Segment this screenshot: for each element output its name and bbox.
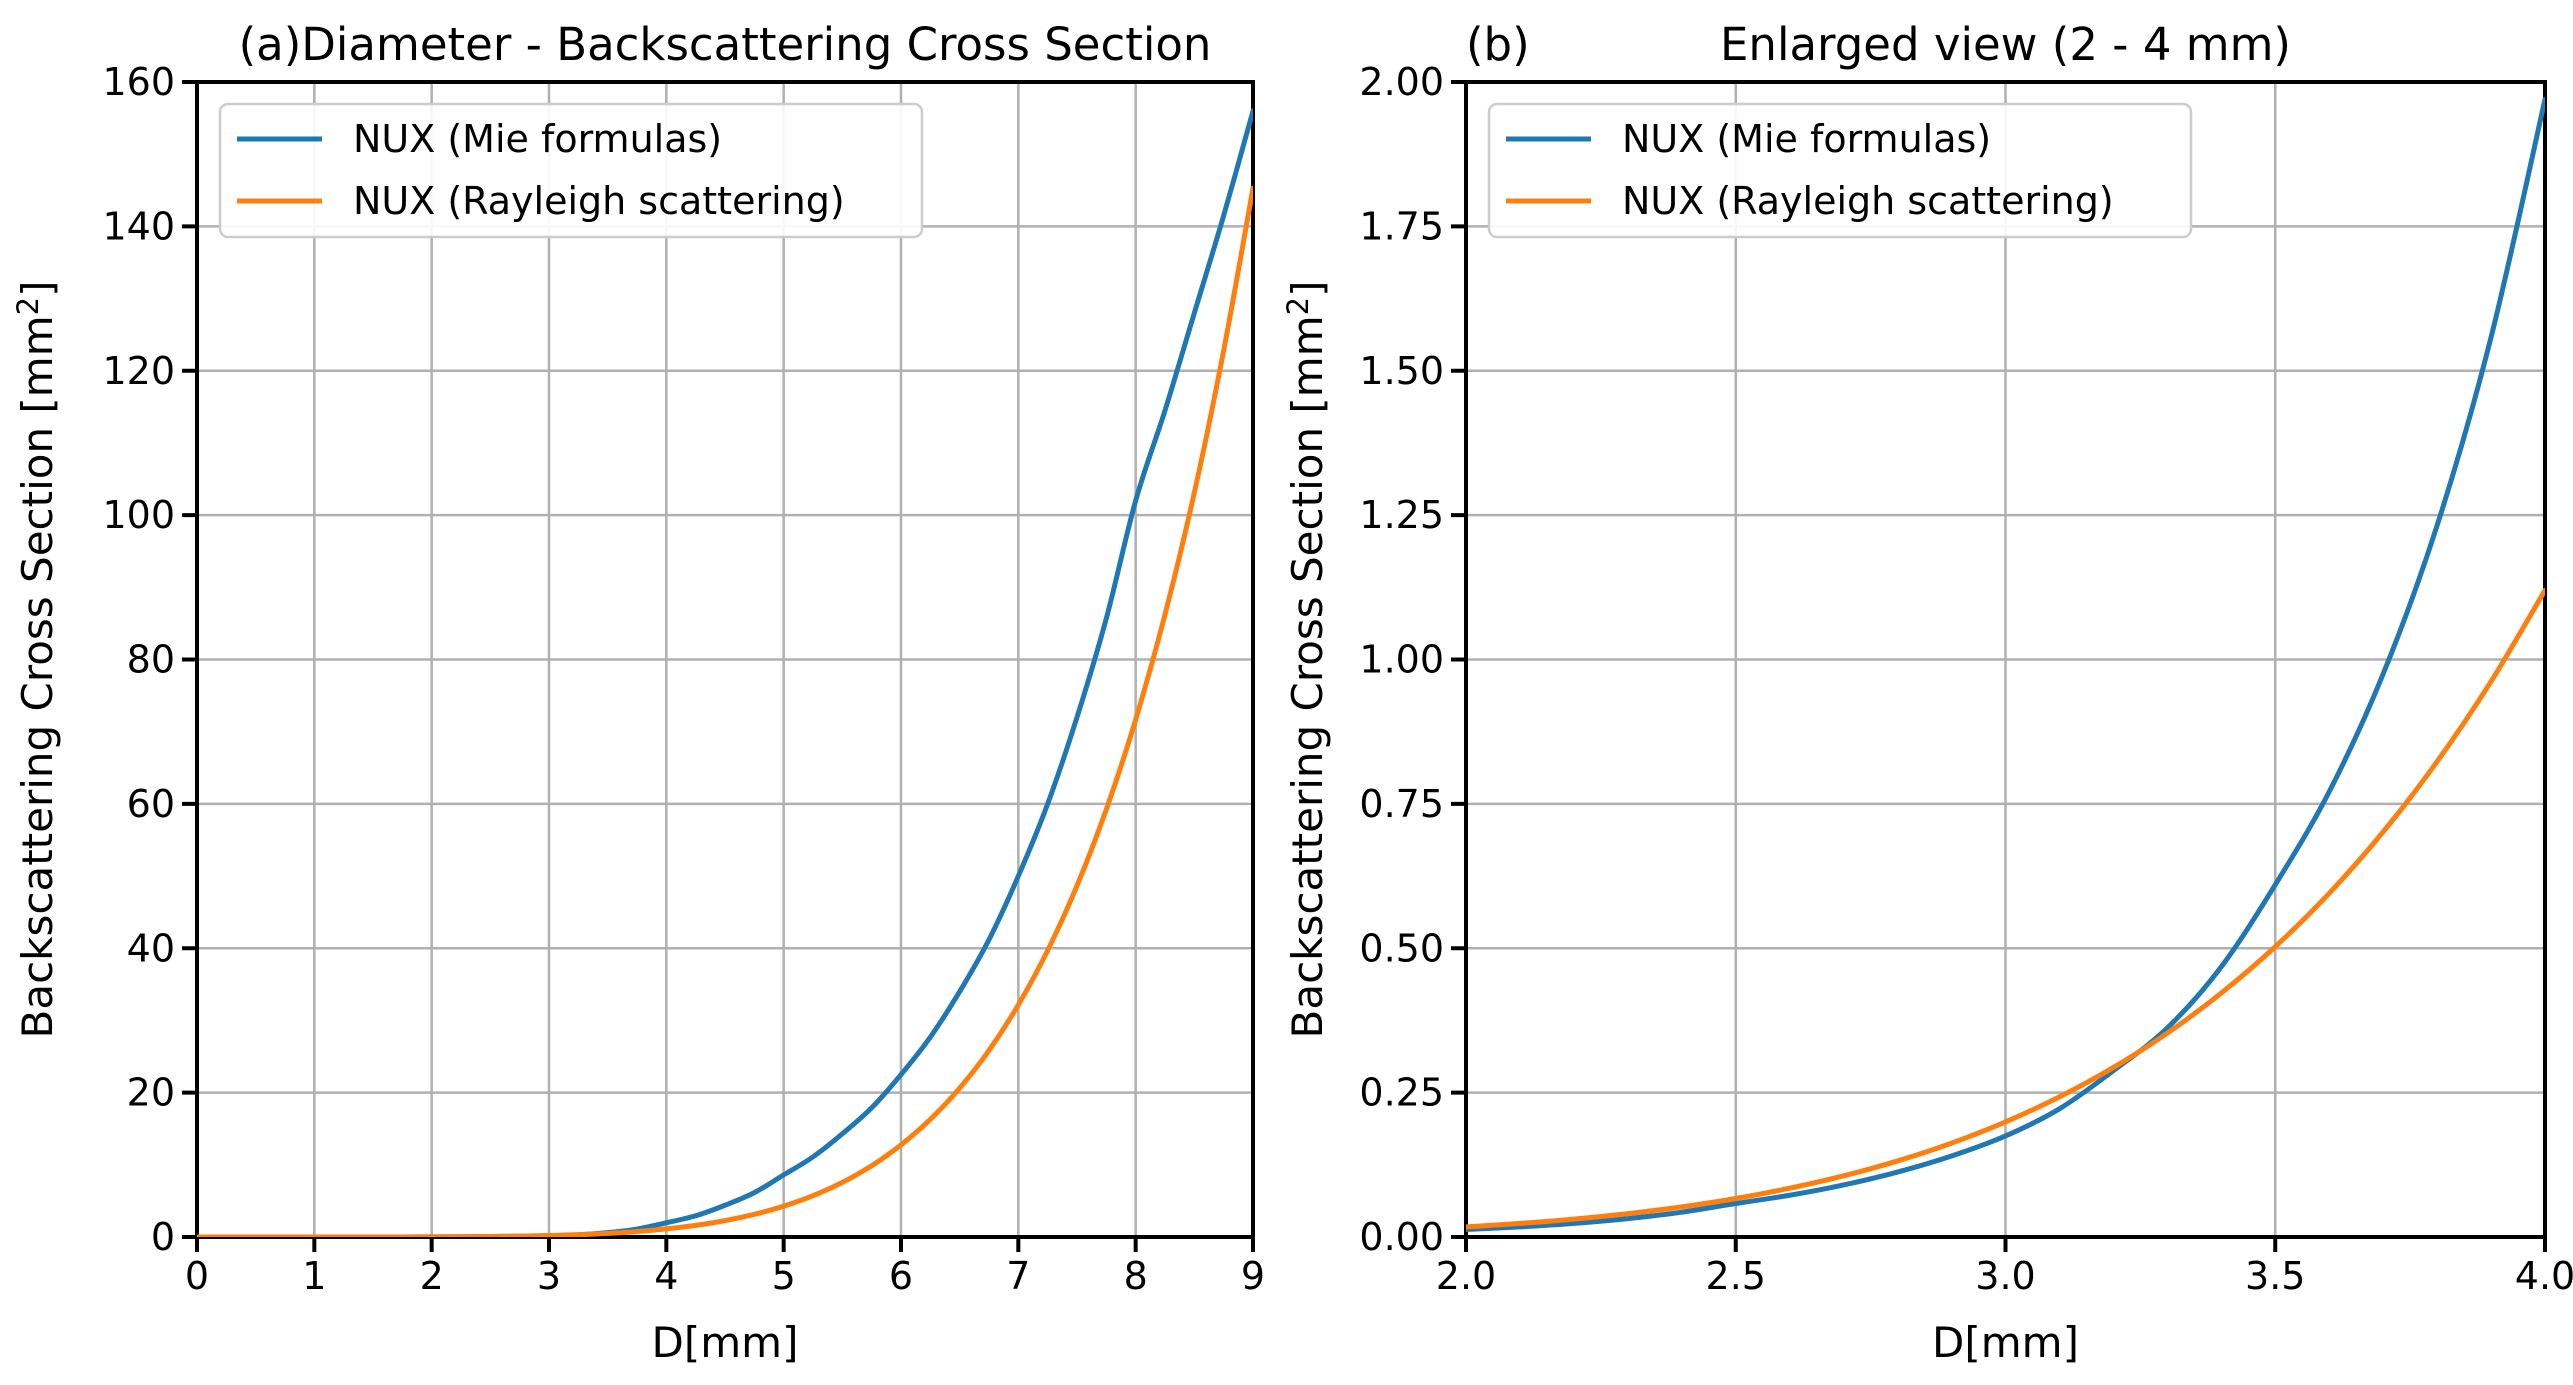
legend: NUX (Mie formulas) NUX (Rayleigh scatteri… [218,102,924,239]
chart-panel-b: 2.0 2.5 3.0 3.5 4.0 0.00 0.25 0.50 0.75 1.00 1.25 1… [1281,18,2573,1367]
legend-box [1487,102,2193,239]
y-tick-label: 1.00 [1359,638,1444,682]
x-tick-label: 6 [889,1254,913,1298]
series-line-mie [1466,96,2545,1232]
chart-panel-a: 0 1 2 3 4 5 6 7 8 9 0 20 40 60 80 100 120 140 160 (a)Diamet… [11,18,1265,1367]
x-tick-label: 7 [1006,1254,1030,1298]
x-tick-label: 9 [1241,1254,1265,1298]
ticks [182,80,1255,1252]
x-tick-label: 0 [185,1254,209,1298]
y-tick-label: 160 [102,60,175,104]
x-axis-label: D[mm] [1932,1318,2079,1367]
panel-title: Enlarged view (2 - 4 mm) [1720,18,2291,71]
y-tick-label: 1.25 [1359,493,1444,537]
tick-labels: 0 1 2 3 4 5 6 7 8 9 0 20 40 60 80 100 120 140 160 [102,60,1265,1298]
x-tick-label: 4 [654,1254,678,1298]
y-tick-label: 100 [102,493,175,537]
x-tick-label: 2.5 [1706,1254,1766,1298]
x-tick-label: 3 [537,1254,561,1298]
series-line-rayleigh [197,185,1253,1237]
series-line-rayleigh [1466,587,2545,1230]
y-tick-label: 1.75 [1359,204,1444,248]
y-tick-label: 20 [127,1071,175,1115]
series-curves [1466,96,2545,1232]
y-tick-label: 0.50 [1359,926,1444,970]
x-tick-label: 8 [1124,1254,1148,1298]
x-axis-label: D[mm] [652,1318,799,1367]
x-tick-label: 4.0 [2515,1254,2573,1298]
y-tick-label: 1.50 [1359,349,1444,393]
legend-box [218,102,924,239]
y-tick-label: 80 [127,638,175,682]
x-tick-label: 3.0 [1975,1254,2035,1298]
panel-label: (b) [1466,18,1530,71]
y-tick-label: 0.00 [1359,1215,1444,1259]
y-tick-label: 0.25 [1359,1071,1444,1115]
x-tick-label: 2.0 [1436,1254,1496,1298]
y-tick-label: 2.00 [1359,60,1444,104]
y-axis-label: Backscattering Cross Section [mm2] [11,281,62,1039]
x-tick-label: 5 [772,1254,796,1298]
legend-entry-label: NUX (Mie formulas) [1622,117,1991,161]
y-tick-label: 0.75 [1359,782,1444,826]
series-curves [197,108,1253,1237]
legend: NUX (Mie formulas) NUX (Rayleigh scatteri… [1487,102,2193,239]
y-axis-label: Backscattering Cross Section [mm2] [1281,281,1332,1039]
x-tick-label: 1 [302,1254,326,1298]
legend-entry-label: NUX (Mie formulas) [353,117,722,161]
legend-entry-label: NUX (Rayleigh scattering) [1622,179,2114,223]
tick-labels: 2.0 2.5 3.0 3.5 4.0 0.00 0.25 0.50 0.75 1.00 1.25 1… [1359,60,2573,1298]
legend-entry-label: NUX (Rayleigh scattering) [353,179,845,223]
y-tick-label: 0 [151,1215,175,1259]
y-tick-label: 60 [127,782,175,826]
y-tick-label: 140 [102,204,175,248]
x-tick-label: 2 [420,1254,444,1298]
ticks [1451,80,2547,1252]
panel-title: (a)Diameter - Backscattering Cross Secti… [239,18,1212,71]
y-tick-label: 40 [127,926,175,970]
x-tick-label: 3.5 [2245,1254,2305,1298]
y-tick-label: 120 [102,349,175,393]
